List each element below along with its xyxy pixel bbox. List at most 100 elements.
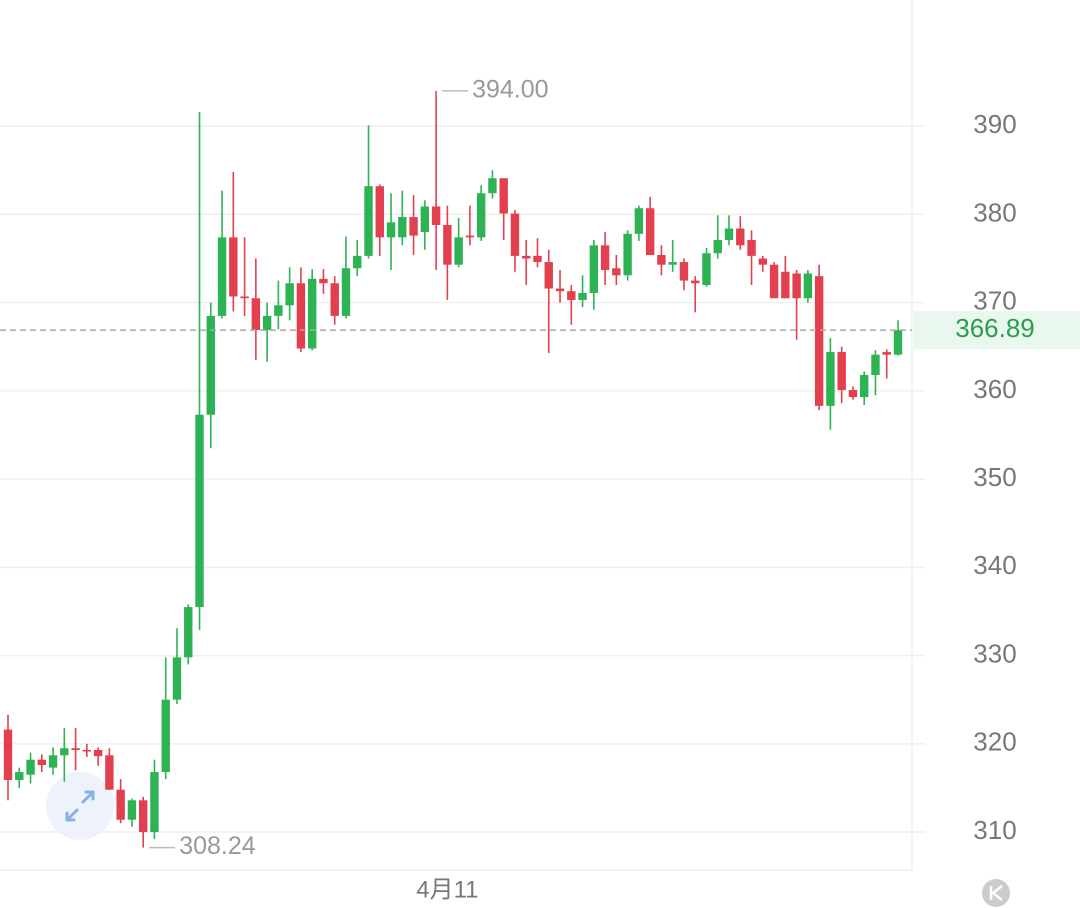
- candle-body: [262, 315, 272, 330]
- candle-body: [353, 255, 362, 269]
- candle-body: [150, 772, 159, 833]
- candle-body: [398, 217, 407, 238]
- candle-body: [803, 273, 813, 299]
- candle-body: [184, 607, 193, 658]
- candle-body: [634, 208, 644, 234]
- expand-bg: [46, 772, 114, 840]
- candle-body: [691, 280, 700, 284]
- candle-body: [172, 657, 182, 700]
- candle-body: [578, 292, 587, 300]
- candle-body: [319, 278, 328, 284]
- candle-body: [116, 789, 125, 820]
- candle-body: [285, 283, 294, 306]
- candle-body: [555, 288, 565, 292]
- y-tick-label: 310: [973, 815, 1016, 845]
- candle-body: [781, 271, 790, 299]
- candle-body: [60, 748, 69, 756]
- candle-body: [679, 262, 689, 281]
- candle-body: [713, 240, 722, 254]
- candle-body: [251, 298, 261, 330]
- candle-body: [307, 278, 317, 349]
- candle-body: [386, 222, 396, 238]
- candle-body: [26, 759, 35, 775]
- candle-body: [702, 253, 711, 285]
- candle-body: [37, 759, 46, 765]
- candle-body: [206, 315, 215, 415]
- candle-body: [826, 352, 835, 406]
- candle-body: [3, 729, 13, 780]
- candle-body: [465, 235, 475, 238]
- candle-body: [871, 354, 880, 375]
- candle-body: [567, 291, 576, 300]
- candle-body: [161, 699, 170, 773]
- candle-body: [893, 330, 903, 355]
- annotation-label: 394.00: [472, 75, 548, 103]
- candle-body: [409, 217, 418, 236]
- candle-body: [589, 245, 599, 293]
- candle-body: [330, 283, 339, 316]
- candle-body: [296, 283, 306, 349]
- candle-body: [533, 255, 542, 263]
- candle-body: [860, 375, 869, 398]
- candle-body: [600, 245, 610, 270]
- candle-body: [127, 800, 137, 820]
- candle-body: [195, 414, 204, 608]
- candle-body: [522, 255, 531, 259]
- candle-body: [82, 750, 92, 752]
- expand-button[interactable]: [46, 772, 114, 840]
- candle-body: [93, 750, 103, 757]
- candle-body: [499, 178, 508, 214]
- k-button[interactable]: [982, 879, 1010, 907]
- y-tick-label: 390: [973, 109, 1016, 139]
- candle-body: [71, 748, 80, 750]
- candle-body: [105, 755, 114, 790]
- candle-body: [15, 772, 24, 780]
- y-tick-label: 330: [973, 638, 1016, 668]
- k-icon-bg: [982, 879, 1010, 907]
- candle-body: [724, 228, 734, 240]
- candle-body: [138, 800, 148, 833]
- candle-body: [341, 268, 351, 316]
- candle-body: [645, 208, 655, 255]
- candle-body: [792, 273, 801, 299]
- last-price-box: [914, 311, 1080, 350]
- y-tick-label: 370: [973, 286, 1016, 316]
- candle-body: [758, 258, 768, 265]
- candle-body: [510, 213, 520, 256]
- candle-body: [544, 262, 553, 289]
- candle-body: [274, 305, 283, 316]
- candle-body: [769, 264, 779, 299]
- candle-body: [229, 237, 238, 297]
- last-price-label: 366.89: [955, 313, 1035, 343]
- candle-body: [668, 262, 677, 265]
- candle-body: [454, 237, 463, 265]
- candle-body: [623, 233, 632, 276]
- candle-body: [747, 240, 756, 256]
- candle-body: [443, 225, 452, 265]
- annotation-label: 308.24: [179, 832, 256, 860]
- candle-body: [217, 237, 227, 316]
- y-tick-label: 340: [973, 550, 1016, 580]
- candle-body: [375, 186, 384, 238]
- expand-icon: [65, 790, 95, 822]
- y-tick-label: 350: [973, 462, 1016, 492]
- y-tick-label: 380: [973, 197, 1016, 227]
- k-icon: [989, 885, 1003, 901]
- candle-body: [882, 352, 891, 355]
- candle-body: [612, 268, 621, 276]
- candle-body: [657, 255, 666, 265]
- candle-body: [431, 206, 441, 225]
- candle-body: [488, 178, 497, 194]
- candle-body: [837, 352, 846, 390]
- candle-body: [814, 276, 824, 406]
- candle-body: [420, 206, 430, 233]
- candle-body: [240, 296, 249, 299]
- candle-body: [736, 228, 745, 246]
- candle-body: [48, 755, 58, 768]
- y-tick-label: 360: [973, 374, 1016, 404]
- candle-body: [364, 186, 373, 256]
- x-tick-label: 4月11: [416, 876, 478, 903]
- candle-body: [476, 193, 486, 238]
- y-tick-label: 320: [973, 727, 1016, 757]
